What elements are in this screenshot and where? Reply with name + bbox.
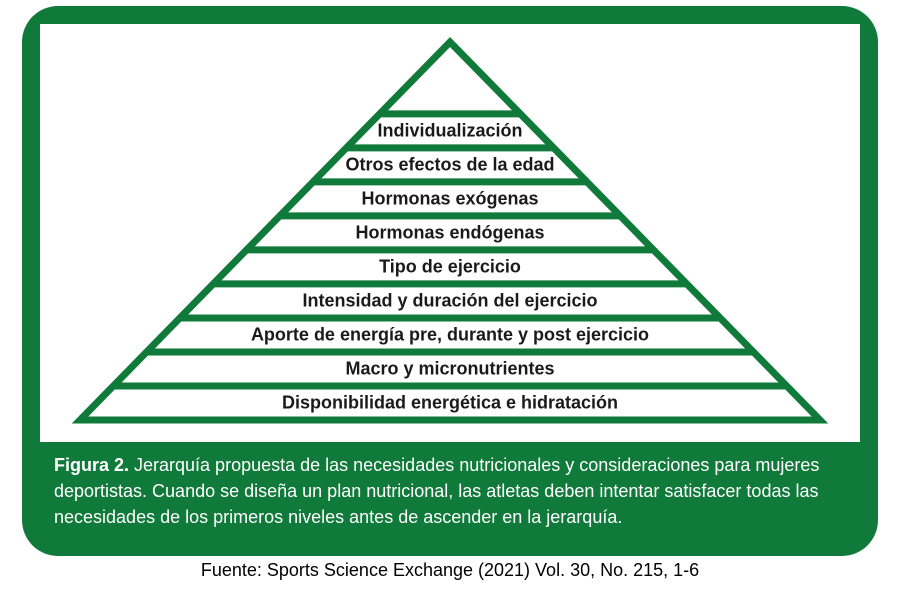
pyramid-level-label: Intensidad y duración del ejercicio: [302, 291, 597, 311]
pyramid-level-label: Otros efectos de la edad: [345, 155, 554, 175]
figure-caption: Figura 2. Jerarquía propuesta de las nec…: [40, 442, 860, 546]
source-label: Fuente:: [201, 560, 267, 580]
caption-bold-label: Figura 2.: [54, 455, 129, 475]
pyramid-level-label: Individualización: [377, 121, 522, 141]
pyramid-level-label: Disponibilidad energética e hidratación: [282, 393, 618, 413]
pyramid-level-label: Hormonas exógenas: [361, 189, 538, 209]
caption-text: Jerarquía propuesta de las necesidades n…: [54, 455, 819, 527]
pyramid-diagram: Individualización Otros efectos de la eda…: [40, 24, 860, 434]
source-citation: Sports Science Exchange (2021) Vol. 30, …: [267, 560, 699, 580]
pyramid-level-label: Macro y micronutrientes: [345, 359, 554, 379]
source-line: Fuente: Sports Science Exchange (2021) V…: [0, 560, 900, 581]
pyramid-level-label: Tipo de ejercicio: [379, 257, 521, 277]
pyramid-level-label: Aporte de energía pre, durante y post ej…: [251, 325, 649, 345]
figure-frame: Individualización Otros efectos de la eda…: [22, 6, 878, 556]
pyramid-panel: Individualización Otros efectos de la eda…: [40, 24, 860, 442]
pyramid-level-label: Hormonas endógenas: [355, 223, 544, 243]
